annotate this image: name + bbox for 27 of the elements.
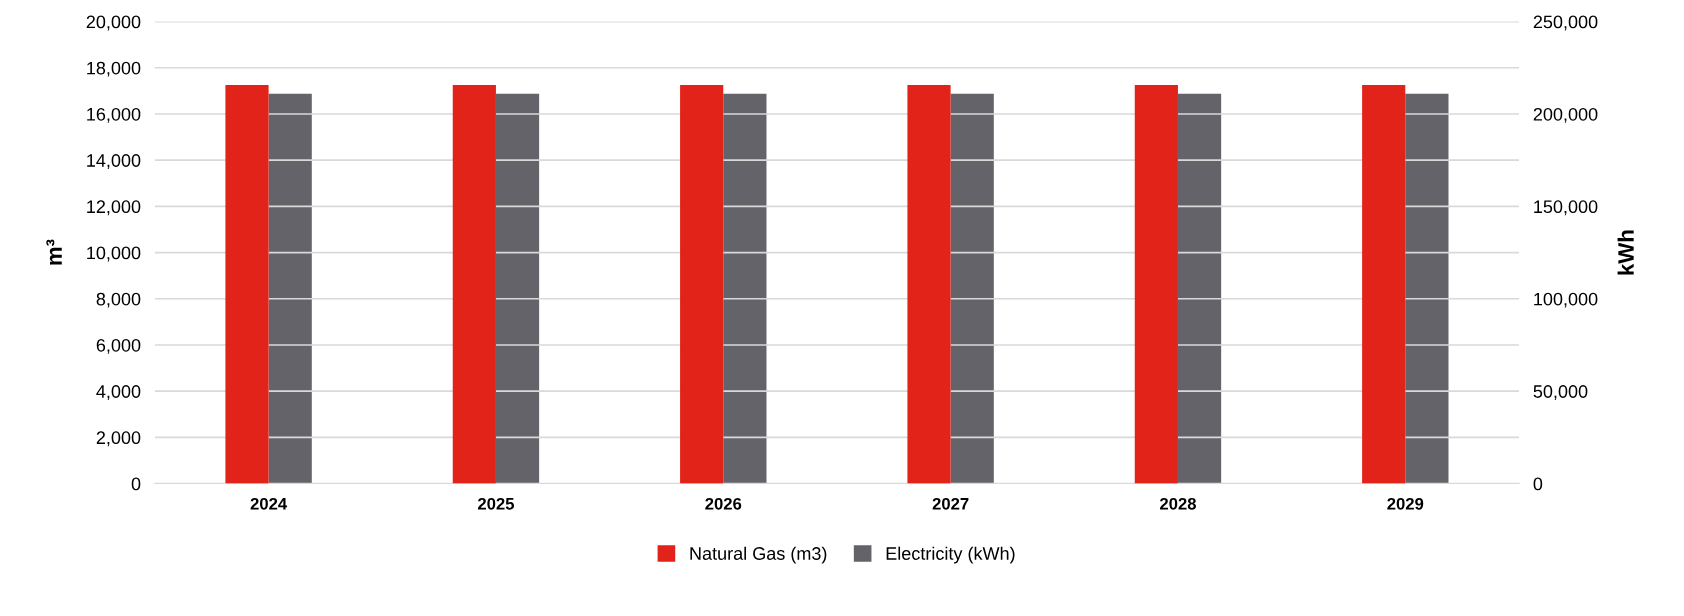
y-tick-label: 18,000: [87, 61, 141, 77]
x-tick-label: 2026: [705, 497, 742, 510]
x-tick-label: 2024: [250, 497, 288, 510]
y-tick-label: 2,000: [96, 431, 141, 447]
x-tick-label: 2029: [1387, 497, 1424, 510]
y-tick-label: 14,000: [87, 154, 141, 170]
y-tick-label: 20,000: [86, 15, 141, 31]
y-axis-title: m³: [46, 239, 62, 265]
y2-tick-label: 100,000: [1534, 292, 1598, 308]
legend-label: Electricity (kWh): [886, 546, 1015, 564]
y-tick-label: 6,000: [96, 338, 141, 354]
y2-tick-label: 200,000: [1533, 107, 1598, 123]
y-tick-label: 10,000: [87, 246, 141, 262]
y2-tick-label: 250,000: [1533, 15, 1598, 31]
y2-axis-title: kWh: [1617, 230, 1634, 275]
y-tick-label: 16,000: [87, 107, 141, 123]
y2-tick-label: 50,000: [1533, 385, 1588, 401]
y-tick-label: 4,000: [96, 385, 141, 401]
y-tick-label: 8,000: [96, 292, 141, 308]
x-tick-label: 2025: [477, 497, 515, 510]
legend-label: Natural Gas (m3): [690, 546, 827, 564]
y-tick-label: 12,000: [87, 200, 141, 216]
y-tick-label: 0: [131, 477, 141, 491]
y2-tick-label: 150,000: [1534, 200, 1598, 216]
x-tick-label: 2027: [932, 497, 969, 510]
y2-tick-label: 0: [1533, 477, 1543, 491]
x-tick-label: 2028: [1160, 497, 1196, 510]
